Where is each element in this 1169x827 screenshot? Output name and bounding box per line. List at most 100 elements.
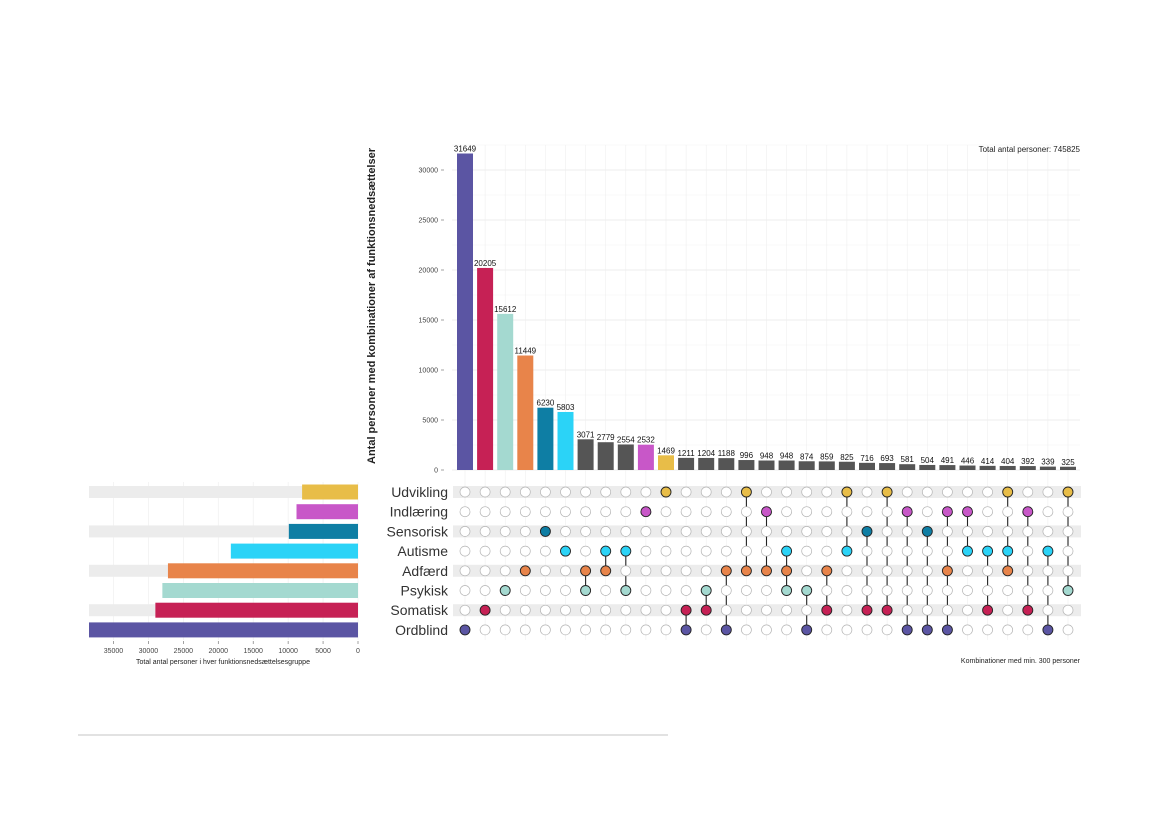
matrix-dot-inactive — [962, 565, 973, 577]
matrix-dot-inactive — [841, 526, 853, 537]
intersection-bar — [979, 465, 996, 470]
set-row-stripe — [89, 486, 358, 498]
matrix-dot-inactive — [540, 585, 551, 596]
matrix-dot-inactive — [841, 506, 853, 518]
matrix-dot-inactive — [901, 486, 913, 498]
matrix-dot-active — [1022, 604, 1034, 616]
intersection-bar — [919, 464, 936, 470]
matrix-dot-inactive — [761, 545, 772, 557]
set-name-label: Udvikling — [391, 484, 448, 500]
matrix-dot-inactive — [700, 506, 712, 518]
matrix-dot-active — [841, 486, 853, 498]
matrix-dot-inactive — [861, 486, 873, 498]
matrix-dot-inactive — [1002, 506, 1014, 518]
matrix-dot-inactive — [700, 545, 712, 557]
intersection-value-label: 491 — [941, 456, 955, 465]
matrix-dot-inactive — [540, 545, 551, 557]
matrix-dot-inactive — [620, 565, 632, 577]
matrix-dot-active — [580, 565, 592, 577]
matrix-dot-inactive — [1042, 486, 1054, 498]
intersection-value-label: 414 — [981, 457, 995, 466]
matrix-dot-inactive — [600, 585, 612, 596]
matrix-dot-active — [962, 545, 973, 557]
matrix-dot-inactive — [720, 486, 732, 498]
matrix-dot-inactive — [680, 545, 692, 557]
matrix-dot-inactive — [459, 545, 471, 557]
matrix-dot-inactive — [841, 565, 853, 577]
matrix-dot-active — [781, 545, 793, 557]
matrix-dot-inactive — [1062, 506, 1074, 518]
matrix-dot-inactive — [540, 486, 551, 498]
matrix-dot-inactive — [801, 604, 813, 616]
matrix-dot-inactive — [881, 545, 893, 557]
intersection-value-label: 1204 — [697, 449, 715, 458]
matrix-dot-inactive — [921, 486, 933, 498]
matrix-dot-active — [982, 604, 994, 616]
matrix-dot-active — [921, 525, 933, 537]
intersection-bar — [838, 461, 855, 470]
matrix-dot-active — [941, 624, 953, 636]
matrix-dot-inactive — [560, 526, 571, 537]
matrix-dot-inactive — [540, 604, 551, 616]
set-size-bar — [89, 622, 358, 638]
set-name-label: Ordblind — [395, 622, 448, 638]
matrix-dot-inactive — [761, 585, 772, 596]
matrix-dot-active — [539, 525, 551, 537]
intersection-value-label: 325 — [1061, 458, 1075, 467]
matrix-dot-inactive — [741, 624, 752, 636]
matrix-dot-inactive — [901, 565, 913, 577]
set-tick-label: 0 — [356, 648, 360, 655]
matrix-dot-inactive — [1042, 585, 1054, 596]
intersection-bar — [959, 465, 976, 470]
intersection-bar — [879, 463, 896, 470]
matrix-dot-active — [1062, 486, 1074, 498]
intersection-bar — [577, 439, 594, 470]
matrix-dot-inactive — [781, 526, 792, 537]
matrix-dot-inactive — [801, 486, 813, 498]
intersection-bar — [457, 153, 473, 470]
intersection-value-label: 825 — [840, 453, 854, 462]
matrix-dot-inactive — [861, 585, 873, 596]
matrix-dot-active — [1022, 506, 1034, 518]
matrix-dot-inactive — [499, 624, 511, 636]
matrix-dot-active — [781, 565, 793, 577]
matrix-dot-inactive — [821, 486, 833, 498]
set-tick-label: 20000 — [209, 648, 229, 655]
matrix-dot-inactive — [962, 624, 973, 636]
matrix-dot-inactive — [801, 565, 813, 577]
set-tick-label: 30000 — [139, 648, 159, 655]
y-tick-label: 20000 — [419, 268, 439, 275]
intersection-value-label: 859 — [820, 452, 834, 461]
matrix-dot-inactive — [479, 526, 491, 537]
y-axis-label: Antal personer med kombinationer af funk… — [366, 147, 378, 464]
matrix-dot-active — [479, 604, 491, 616]
matrix-dot-inactive — [942, 526, 953, 537]
y-tick-label: 10000 — [419, 368, 439, 375]
matrix-dot-active — [982, 545, 994, 557]
y-tick-label: 15000 — [419, 318, 439, 325]
intersection-value-label: 2779 — [597, 433, 615, 442]
matrix-dot-inactive — [881, 506, 893, 518]
intersection-bar — [718, 458, 735, 470]
intersection-value-label: 339 — [1041, 458, 1055, 467]
matrix-dot-inactive — [680, 486, 692, 498]
matrix-dot-inactive — [781, 486, 792, 498]
intersection-bar — [999, 465, 1016, 470]
y-tick-label: 25000 — [419, 218, 439, 225]
matrix-dot-inactive — [499, 506, 511, 518]
matrix-dot-active — [700, 604, 712, 616]
matrix-dot-inactive — [640, 486, 652, 498]
matrix-dot-inactive — [560, 604, 571, 616]
matrix-dot-inactive — [942, 585, 953, 596]
matrix-dot-active — [580, 585, 592, 596]
matrix-dot-inactive — [881, 624, 893, 636]
matrix-dot-inactive — [1062, 604, 1074, 616]
intersection-bar — [798, 461, 815, 470]
matrix-dot-inactive — [1062, 624, 1074, 636]
matrix-dot-inactive — [901, 585, 913, 596]
intersection-bar — [497, 313, 514, 470]
matrix-dot-inactive — [982, 506, 993, 518]
matrix-dot-active — [1002, 486, 1014, 498]
intersection-value-label: 1188 — [718, 449, 736, 458]
matrix-dot-inactive — [1002, 624, 1014, 636]
